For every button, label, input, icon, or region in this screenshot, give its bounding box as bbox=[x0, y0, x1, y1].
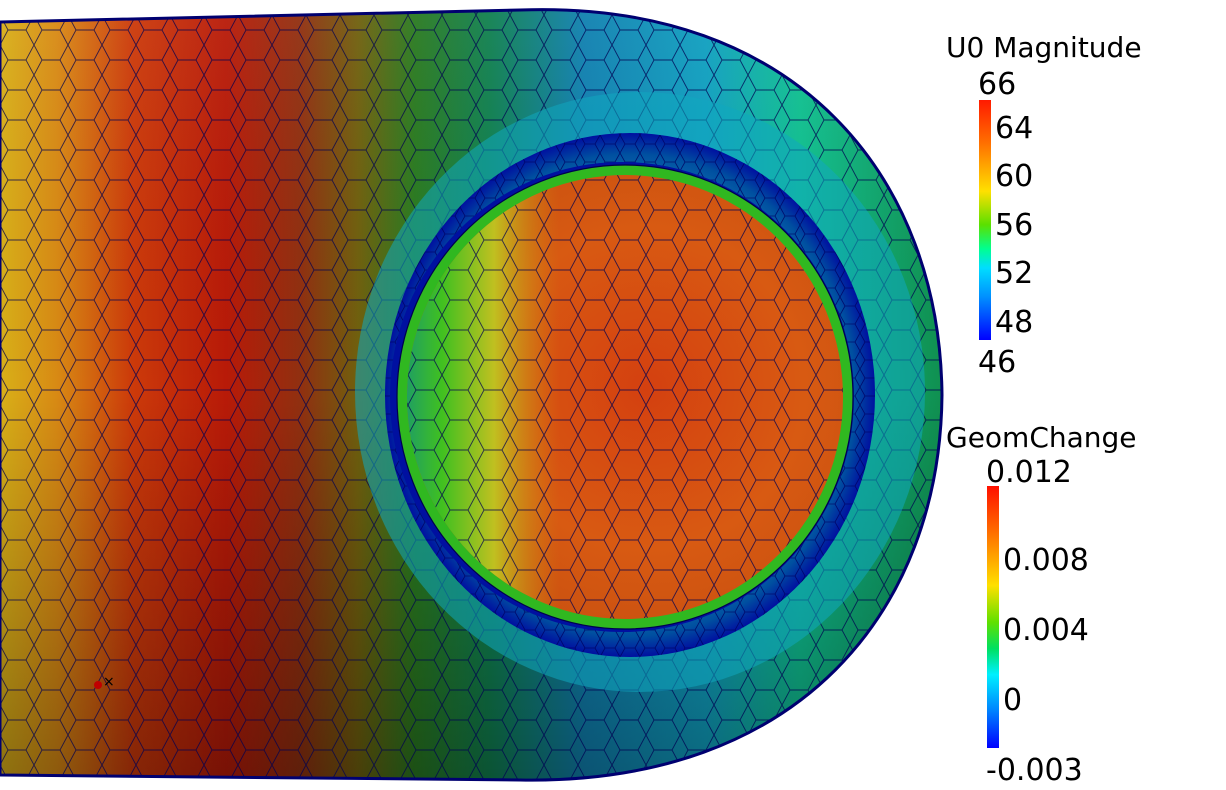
legend-geom-colorbar bbox=[987, 486, 999, 748]
svg-text:×: × bbox=[103, 674, 115, 690]
legend-u0-tick: 48 bbox=[995, 305, 1034, 340]
legend-u0-tick: 60 bbox=[995, 159, 1034, 194]
legend-u0-title: U0 Magnitude bbox=[946, 31, 1142, 64]
legend-u0-tick: 56 bbox=[995, 208, 1034, 243]
legend-u0-tick: 52 bbox=[995, 256, 1034, 291]
legend-geom-min: -0.003 bbox=[986, 753, 1083, 788]
legend-geom-max: 0.012 bbox=[986, 455, 1072, 490]
legend-geom-title: GeomChange bbox=[946, 421, 1137, 454]
end-face bbox=[390, 162, 854, 632]
legend-u0-min: 46 bbox=[978, 345, 1017, 380]
legend-geom-tick: 0 bbox=[1003, 683, 1023, 718]
legend-geom-tick: 0.004 bbox=[1003, 613, 1089, 648]
legend-u0-tick: 64 bbox=[995, 111, 1034, 146]
legend-u0-max: 66 bbox=[978, 67, 1017, 102]
legend-geom-tick: 0.008 bbox=[1003, 543, 1089, 578]
point-marker: × bbox=[94, 674, 115, 690]
legend-u0-colorbar bbox=[979, 100, 991, 340]
